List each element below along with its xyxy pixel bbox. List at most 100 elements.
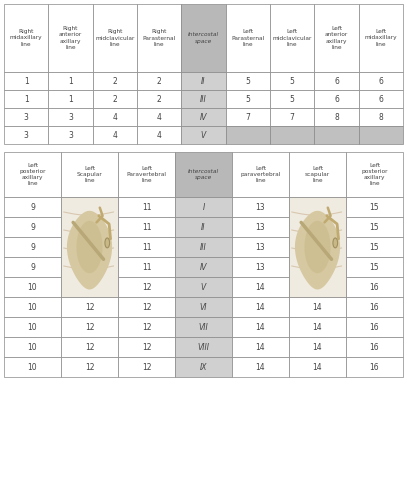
- Text: 15: 15: [370, 222, 379, 232]
- Text: Left
Paravertebral
line: Left Paravertebral line: [127, 166, 166, 183]
- Text: Left
anterior
axillary
line: Left anterior axillary line: [325, 26, 348, 50]
- Text: 2: 2: [157, 76, 162, 86]
- Text: 1: 1: [68, 76, 73, 86]
- Bar: [314, 4, 359, 72]
- Bar: [175, 217, 232, 237]
- Bar: [359, 4, 403, 72]
- Text: 16: 16: [370, 322, 379, 332]
- Bar: [346, 237, 403, 257]
- Text: 14: 14: [313, 322, 322, 332]
- Text: 16: 16: [370, 302, 379, 312]
- Bar: [4, 337, 61, 357]
- Text: 12: 12: [142, 342, 151, 351]
- Text: Intercostal
space: Intercostal space: [188, 32, 219, 44]
- Bar: [346, 277, 403, 297]
- Bar: [118, 257, 175, 277]
- Bar: [93, 72, 137, 90]
- Bar: [137, 108, 182, 126]
- Text: II: II: [201, 222, 206, 232]
- Bar: [346, 357, 403, 377]
- Bar: [93, 126, 137, 144]
- Bar: [4, 237, 61, 257]
- Text: 10: 10: [28, 322, 37, 332]
- Text: 12: 12: [142, 282, 151, 292]
- Bar: [4, 108, 48, 126]
- Bar: [48, 126, 93, 144]
- Bar: [225, 126, 270, 144]
- Text: 5: 5: [245, 94, 250, 104]
- Text: Intercostal
space: Intercostal space: [188, 169, 219, 180]
- Bar: [232, 197, 289, 217]
- Text: 16: 16: [370, 362, 379, 372]
- Text: 5: 5: [245, 76, 250, 86]
- Text: 10: 10: [28, 342, 37, 351]
- Text: 6: 6: [334, 76, 339, 86]
- Text: 14: 14: [256, 282, 265, 292]
- Text: Left
paravertebral
line: Left paravertebral line: [240, 166, 281, 183]
- Bar: [118, 152, 175, 197]
- Bar: [225, 108, 270, 126]
- Text: 4: 4: [157, 130, 162, 140]
- Bar: [314, 126, 359, 144]
- Text: 2: 2: [112, 94, 117, 104]
- Bar: [359, 90, 403, 108]
- Bar: [175, 237, 232, 257]
- Text: Right
midaxillary
line: Right midaxillary line: [10, 30, 42, 46]
- Text: 11: 11: [142, 202, 151, 211]
- Text: 11: 11: [142, 222, 151, 232]
- Bar: [175, 277, 232, 297]
- Bar: [346, 197, 403, 217]
- Text: 12: 12: [142, 322, 151, 332]
- Text: 10: 10: [28, 282, 37, 292]
- Bar: [4, 217, 61, 237]
- Text: V: V: [201, 130, 206, 140]
- Text: 7: 7: [245, 112, 250, 122]
- Bar: [346, 257, 403, 277]
- Bar: [93, 90, 137, 108]
- Bar: [346, 317, 403, 337]
- Bar: [118, 237, 175, 257]
- Ellipse shape: [333, 238, 337, 248]
- Text: VI: VI: [200, 302, 207, 312]
- Text: 14: 14: [256, 322, 265, 332]
- Bar: [182, 72, 225, 90]
- Text: 14: 14: [313, 302, 322, 312]
- Bar: [175, 297, 232, 317]
- Bar: [225, 72, 270, 90]
- Text: 13: 13: [256, 262, 265, 272]
- Text: 14: 14: [256, 342, 265, 351]
- Bar: [118, 217, 175, 237]
- Text: Left
midclavicular
line: Left midclavicular line: [272, 30, 312, 46]
- Bar: [137, 4, 182, 72]
- Bar: [232, 217, 289, 237]
- Text: Left
midaxillary
line: Left midaxillary line: [365, 30, 397, 46]
- Text: 14: 14: [256, 302, 265, 312]
- Bar: [4, 357, 61, 377]
- Text: I: I: [202, 202, 205, 211]
- Bar: [270, 108, 314, 126]
- Text: 1: 1: [24, 94, 28, 104]
- Bar: [289, 152, 346, 197]
- Text: 12: 12: [85, 322, 94, 332]
- Text: III: III: [200, 242, 207, 252]
- Text: 8: 8: [379, 112, 383, 122]
- Bar: [4, 197, 61, 217]
- Text: Left
posterior
axillary
line: Left posterior axillary line: [361, 162, 388, 186]
- Bar: [118, 277, 175, 297]
- Text: Right
anterior
axillary
line: Right anterior axillary line: [59, 26, 82, 50]
- Bar: [182, 90, 225, 108]
- Bar: [232, 297, 289, 317]
- Bar: [225, 90, 270, 108]
- Polygon shape: [77, 221, 103, 273]
- Text: IX: IX: [200, 362, 207, 372]
- Text: 2: 2: [157, 94, 162, 104]
- Text: 10: 10: [28, 362, 37, 372]
- Text: II: II: [201, 76, 206, 86]
- Bar: [359, 108, 403, 126]
- Bar: [270, 90, 314, 108]
- Bar: [61, 357, 118, 377]
- Text: 12: 12: [142, 362, 151, 372]
- Text: 10: 10: [28, 302, 37, 312]
- Bar: [48, 90, 93, 108]
- Bar: [93, 4, 137, 72]
